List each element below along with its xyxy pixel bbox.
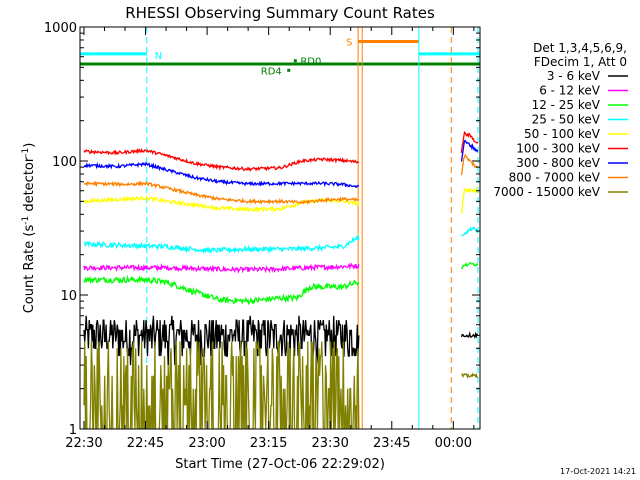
series-line xyxy=(83,147,360,173)
legend-header-line-2: FDecim 1, Att 0 xyxy=(534,55,627,69)
x-tick-label: 22:30 xyxy=(65,436,102,451)
legend-label: 3 - 6 keV xyxy=(547,69,601,83)
x-tick-label: 23:15 xyxy=(250,436,287,451)
x-tick-label: 00:00 xyxy=(435,436,472,451)
y-axis: 1 10 100 1000 xyxy=(44,21,480,438)
annotation-layer: RD0 RD4 xyxy=(261,57,322,78)
series-layer xyxy=(83,130,479,429)
series-line-post-gap xyxy=(460,153,479,176)
y-tick-label: 1 xyxy=(69,423,77,438)
series-line-post-gap xyxy=(460,130,479,153)
y-tick-label: 100 xyxy=(52,155,77,170)
series-line-post-gap xyxy=(461,372,478,379)
y-tick-label: 10 xyxy=(60,289,77,304)
x-tick-label: 23:45 xyxy=(373,436,410,451)
series-line xyxy=(83,262,360,274)
series-line-post-gap xyxy=(460,262,479,270)
x-axis-label: Start Time (27-Oct-06 22:29:02) xyxy=(175,457,385,472)
series-line-post-gap xyxy=(461,225,479,237)
x-tick-label: 23:00 xyxy=(188,436,225,451)
footer-date: 17-Oct-2021 14:21 xyxy=(560,467,636,476)
series-line xyxy=(83,340,360,429)
series-line xyxy=(83,235,360,255)
legend-label: 12 - 25 keV xyxy=(532,98,601,112)
series-line xyxy=(83,161,360,188)
chart-title: RHESSI Observing Summary Count Rates xyxy=(125,4,435,22)
series-line xyxy=(83,274,360,306)
legend-header-line-1: Det 1,3,4,5,6,9, xyxy=(533,41,627,55)
annotation-label: RD4 xyxy=(261,66,282,77)
series-line xyxy=(84,180,360,205)
y-tick-label: 1000 xyxy=(44,21,77,36)
y-axis-label: Count Rate (s-1 detector-1) xyxy=(21,143,37,314)
legend-label: 25 - 50 keV xyxy=(532,113,601,127)
event-lines xyxy=(146,27,479,429)
x-tick-label: 22:45 xyxy=(127,436,164,451)
instrument-state-bars: NS xyxy=(80,37,480,66)
x-axis: 22:30 22:45 23:00 23:15 23:30 23:45 00:00 xyxy=(65,27,475,451)
x-tick-label: 23:30 xyxy=(311,436,348,451)
annotation-marker xyxy=(293,59,297,63)
series-line-post-gap xyxy=(460,186,479,214)
state-label-saa: S xyxy=(346,37,352,48)
series-line xyxy=(83,195,360,213)
legend-label: 7000 - 15000 keV xyxy=(493,185,600,199)
legend: Det 1,3,4,5,6,9, FDecim 1, Att 0 3 - 6 k… xyxy=(493,41,628,199)
legend-label: 800 - 7000 keV xyxy=(509,171,601,185)
series-line-post-gap xyxy=(460,331,479,339)
legend-label: 300 - 800 keV xyxy=(516,156,600,170)
legend-label: 6 - 12 keV xyxy=(539,84,601,98)
legend-label: 50 - 100 keV xyxy=(524,127,601,141)
plot-frame xyxy=(79,26,481,430)
annotation-label: RD0 xyxy=(300,57,321,68)
series-line-post-gap xyxy=(460,139,479,162)
annotation-marker xyxy=(287,68,291,72)
state-label-night: N xyxy=(155,51,162,62)
legend-label: 100 - 300 keV xyxy=(516,142,600,156)
